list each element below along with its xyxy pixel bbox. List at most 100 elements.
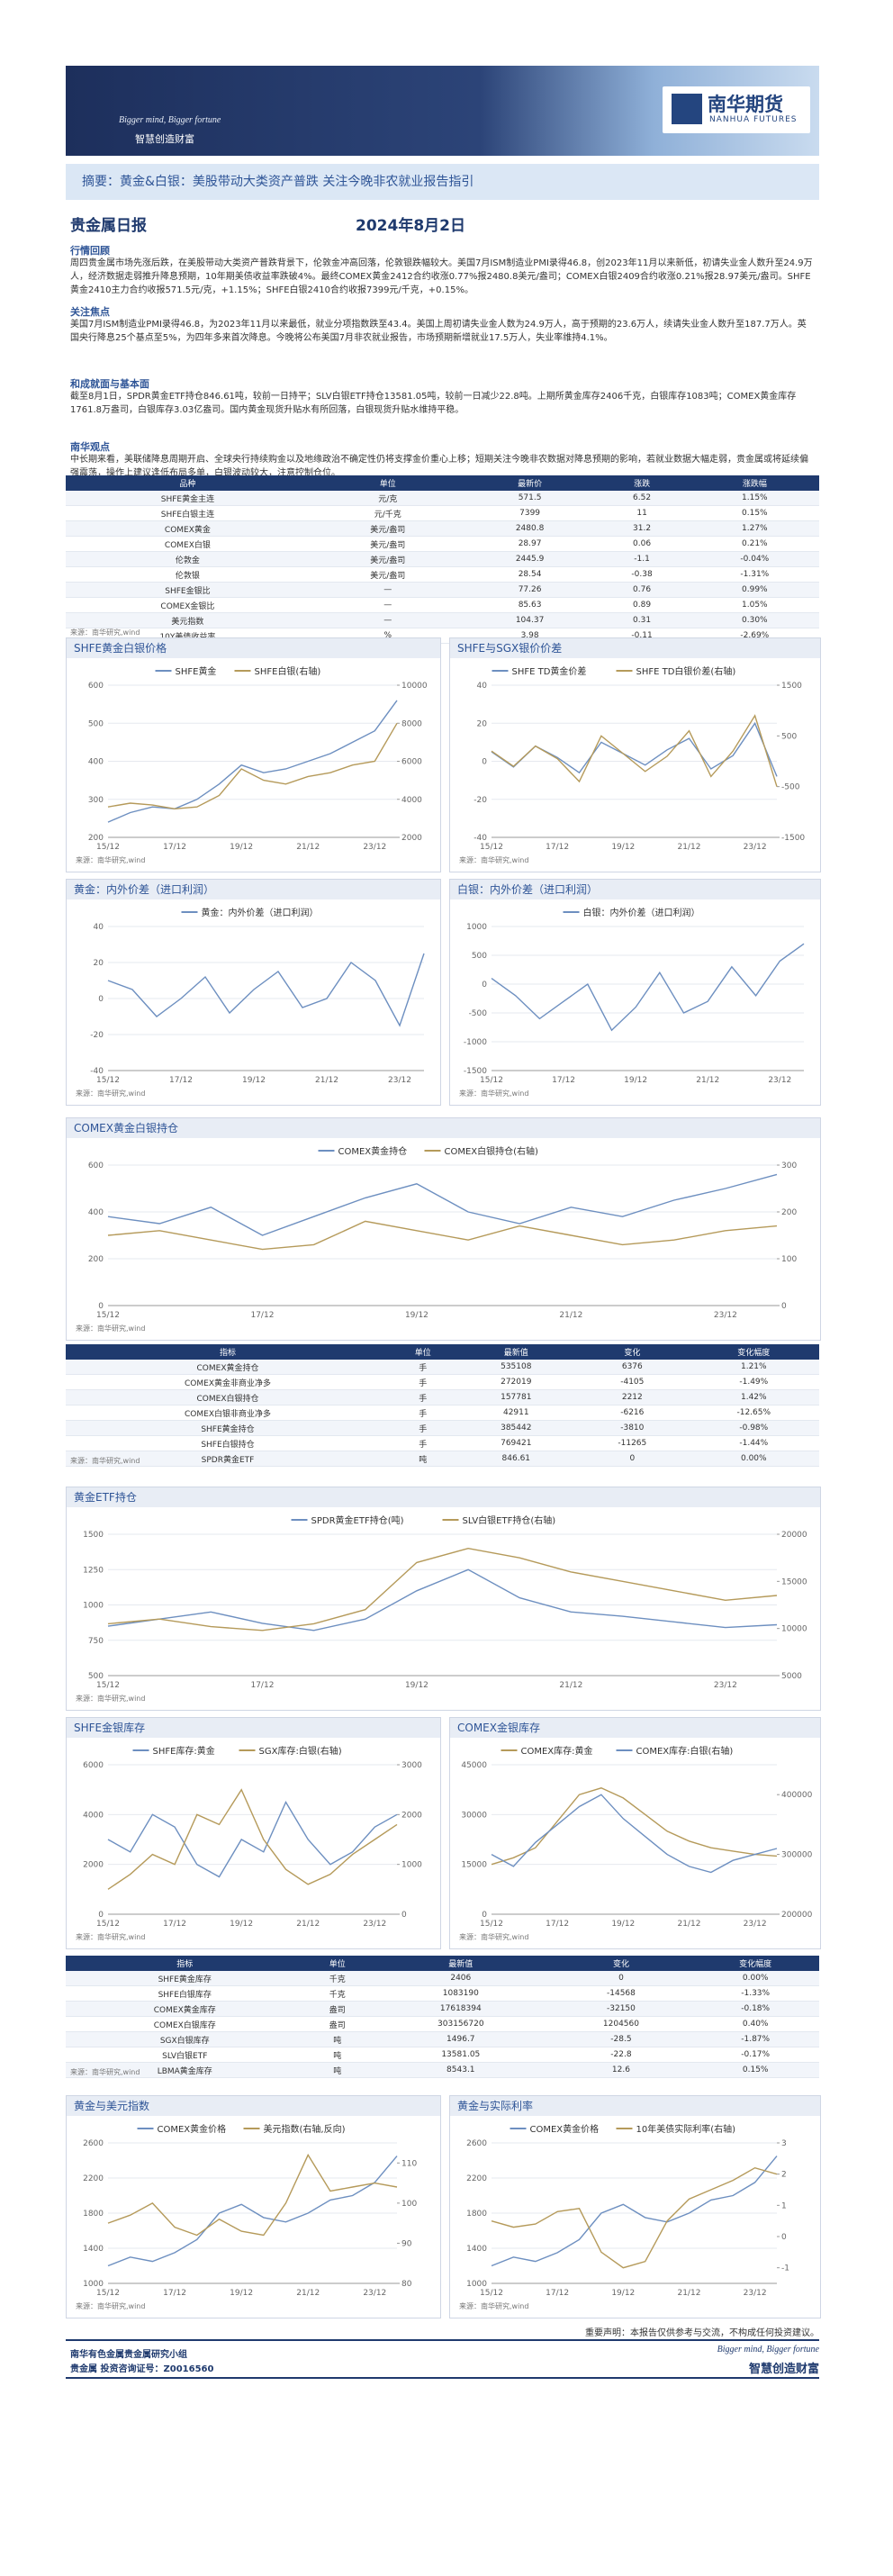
- table-cell: 85.63: [465, 597, 594, 613]
- table-row: COMEX白银 美元/盎司 28.97 0.06 0.21%: [66, 536, 819, 552]
- y-tick-label: 0: [482, 981, 487, 990]
- x-tick-label: 17/12: [163, 2289, 186, 2298]
- table-cell: 美元指数: [66, 612, 310, 628]
- table-cell: 手: [390, 1435, 456, 1451]
- table-cell: 2406: [371, 1971, 551, 1986]
- series-line: [107, 1220, 778, 1251]
- x-tick-label: 15/12: [480, 843, 503, 852]
- y2-tick-label: -1500: [781, 834, 805, 843]
- section-heading: 关注焦点: [70, 306, 110, 318]
- table-cell: 6376: [576, 1360, 689, 1375]
- chart-source: 来源：南华研究,wind: [76, 855, 145, 864]
- disclaimer: 重要声明：本报告仅供参考与交流，不构成任何投资建议。: [585, 2328, 819, 2338]
- chart-source: 来源：南华研究,wind: [459, 1932, 528, 1941]
- table-header-cell: 最新价: [465, 475, 594, 491]
- table-row: COMEX黄金库存 盎司 17618394 -32150 -0.18%: [66, 2001, 819, 2017]
- section-text: 中长期来看，美联储降息周期开启、全球央行持续购金以及地缘政治不确定性仍将支撑金价…: [70, 455, 808, 478]
- table-cell: 手: [390, 1360, 456, 1375]
- table-cell: -1.87%: [691, 2031, 819, 2047]
- chart-panel: SHFE黄金白银价格 200 300 400 500 600 2000 4000 6000 800…: [66, 637, 441, 872]
- table-cell: 846.61: [456, 1451, 577, 1467]
- y2-tick-label: 10000: [401, 682, 428, 691]
- chart-source: 来源：南华研究,wind: [459, 855, 528, 864]
- table-row: SLV白银ETF 吨 13581.05 -22.8 -0.17%: [66, 2047, 819, 2063]
- table-cell: 盎司: [303, 2001, 372, 2017]
- table-row: COMEX白银持仓手 157781 2212 1.42%: [66, 1389, 819, 1406]
- x-tick-label: 23/12: [744, 843, 767, 852]
- x-tick-label: 15/12: [480, 1920, 503, 1929]
- footer-slogan-cn: 智慧创造财富: [748, 2363, 819, 2376]
- y-tick-label: 2600: [83, 2139, 104, 2148]
- chart-panel: 黄金：内外价差（进口利润） -40 -20 0 20 40 15/12 17/12 19/12 2…: [66, 879, 441, 1106]
- table-cell: COMEX白银: [66, 536, 310, 552]
- table-row: SHFE黄金主连 元/克 571.5 6.52 1.15%: [66, 491, 819, 506]
- x-tick-label: 23/12: [744, 2289, 767, 2298]
- chart-panel: 白银：内外价差（进口利润） -1500 -1000 -500 0 500 1000 15/12…: [449, 879, 821, 1106]
- table-cell: 0.31: [593, 612, 690, 628]
- x-tick-label: 21/12: [296, 2289, 320, 2298]
- y-tick-label: 1000: [466, 2280, 487, 2289]
- table-cell: SLV白银ETF: [66, 2047, 304, 2063]
- legend-label: COMEX库存:黄金: [521, 1745, 593, 1757]
- y-tick-label: 2200: [466, 2174, 487, 2183]
- table-cell: -0.17%: [691, 2047, 819, 2063]
- x-tick-label: 21/12: [696, 1076, 719, 1085]
- y2-tick-label: 300000: [781, 1851, 813, 1860]
- table-cell: -0.38: [593, 566, 690, 583]
- y2-tick-label: 500: [781, 732, 797, 741]
- legend-label: SHFE TD白银价差(右轴): [636, 665, 736, 677]
- x-tick-label: 19/12: [405, 1311, 428, 1320]
- table-cell: -0.18%: [691, 2001, 819, 2017]
- chart-source: 来源：南华研究,wind: [76, 1694, 145, 1703]
- report-date: 2024年8月2日: [356, 217, 465, 235]
- table-cell: 手: [390, 1374, 456, 1390]
- table-cell: 1496.7: [371, 2031, 551, 2047]
- x-tick-label: 15/12: [96, 843, 120, 852]
- table-source: 来源：南华研究,wind: [70, 628, 140, 637]
- y2-tick-label: 80: [401, 2280, 412, 2289]
- y2-tick-label: 2000: [401, 1811, 422, 1820]
- table-cell: -6216: [576, 1405, 689, 1421]
- y-tick-label: 300: [88, 796, 104, 805]
- y2-tick-label: 15000: [781, 1577, 807, 1586]
- x-tick-label: 15/12: [96, 1311, 120, 1320]
- y-tick-label: -500: [469, 1009, 488, 1018]
- x-tick-label: 23/12: [388, 1076, 411, 1085]
- table-cell: -3810: [576, 1420, 689, 1436]
- x-tick-label: 15/12: [96, 2289, 120, 2298]
- x-tick-label: 19/12: [611, 2289, 635, 2298]
- x-tick-label: 17/12: [546, 843, 569, 852]
- y-tick-label: 500: [472, 952, 487, 961]
- table-header-cell: 变化: [550, 1956, 692, 1971]
- slogan-cn: 智慧创造财富: [135, 133, 194, 145]
- y-tick-label: 0: [98, 995, 104, 1004]
- legend-label: SLV白银ETF持仓(右轴): [463, 1514, 556, 1526]
- x-tick-label: 21/12: [559, 1681, 582, 1690]
- table-row: SPDR黄金ETF 吨 846.61 0 0.00%: [66, 1451, 819, 1467]
- table-cell: 盎司: [303, 2016, 372, 2032]
- x-tick-label: 15/12: [480, 2289, 503, 2298]
- x-tick-label: 19/12: [405, 1681, 428, 1690]
- y-tick-label: 40: [477, 682, 488, 691]
- y2-tick-label: 5000: [781, 1672, 802, 1681]
- y-tick-label: -40: [474, 834, 487, 843]
- data-table: 指标 单位 最新值 变化 变化幅度 COMEX黄金持仓手 535108 6376 1.21% CO…: [66, 1344, 819, 1467]
- table-cell: 8543.1: [371, 2062, 551, 2078]
- x-tick-label: 23/12: [714, 1311, 737, 1320]
- legend-label: COMEX库存:白银(右轴): [636, 1745, 734, 1757]
- table-row: SHFE黄金库存 千克 2406 0 0.00%: [66, 1971, 819, 1986]
- table-header-cell: 单位: [390, 1344, 456, 1360]
- x-tick-label: 19/12: [242, 1076, 266, 1085]
- chart-source: 来源：南华研究,wind: [76, 2301, 145, 2310]
- table-cell: 0: [576, 1451, 689, 1467]
- y-tick-label: 1000: [466, 923, 487, 932]
- table-cell: 0.00%: [688, 1451, 819, 1467]
- y2-tick-label: -500: [781, 783, 800, 792]
- chart-source: 来源：南华研究,wind: [459, 2301, 528, 2310]
- table-cell: 美元/盎司: [309, 566, 466, 583]
- table-cell: 元/克: [309, 491, 466, 506]
- chart: 0 15000 30000 45000 200000 300000 400000 15/12 1…: [459, 1745, 813, 1941]
- series-line: [491, 714, 778, 787]
- team: 南华有色金属贵金属研究小组: [70, 2350, 187, 2360]
- table-cell: 0.40%: [691, 2016, 819, 2032]
